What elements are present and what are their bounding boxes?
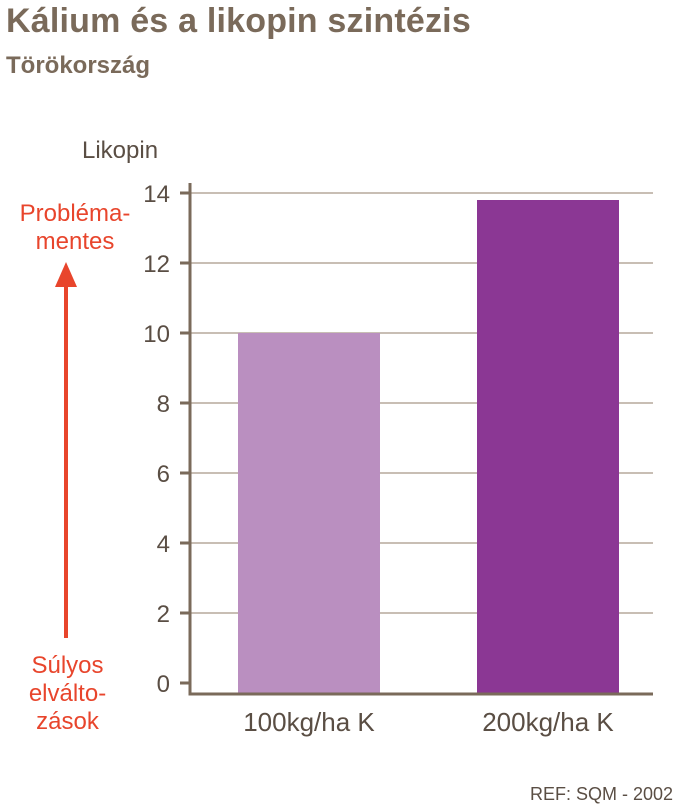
bar-2 bbox=[477, 200, 619, 694]
reference-note: REF: SQM - 2002 bbox=[529, 784, 673, 804]
x-category-labels: 100kg/ha K 200kg/ha K bbox=[243, 707, 614, 737]
severe-changes-label-line-3: zások bbox=[36, 708, 99, 735]
problem-free-label-line-2: mentes bbox=[35, 228, 115, 255]
bar-1 bbox=[238, 333, 380, 694]
severe-changes-label-line-1: Súlyos bbox=[31, 652, 104, 679]
quality-arrow bbox=[55, 262, 77, 638]
y-tick-label-4: 4 bbox=[157, 531, 170, 558]
y-axis-label: Likopin bbox=[82, 137, 159, 164]
y-tick-label-12: 12 bbox=[143, 251, 170, 278]
x-category-label-2: 200kg/ha K bbox=[482, 707, 614, 737]
y-tick-labels: 0 2 4 6 8 10 12 14 bbox=[143, 181, 170, 698]
problem-free-label: Probléma- mentes bbox=[0, 200, 150, 256]
y-tick-label-8: 8 bbox=[157, 391, 170, 418]
y-tick-label-6: 6 bbox=[157, 461, 170, 488]
severe-changes-label-line-2: elválto- bbox=[28, 680, 107, 707]
chart-title: Kálium és a likopin szintézis bbox=[6, 2, 471, 40]
y-tick-label-14: 14 bbox=[143, 181, 170, 208]
y-tick-label-10: 10 bbox=[143, 321, 170, 348]
y-tick-label-2: 2 bbox=[157, 601, 170, 628]
x-category-label-1: 100kg/ha K bbox=[243, 707, 375, 737]
axes bbox=[180, 183, 653, 696]
bars bbox=[238, 200, 619, 694]
problem-free-label-line-1: Probléma- bbox=[19, 200, 131, 227]
y-tick-label-0: 0 bbox=[157, 671, 170, 698]
quality-arrow-head bbox=[55, 262, 77, 287]
chart-subtitle: Törökország bbox=[6, 52, 151, 79]
severe-changes-label: Súlyos elválto- zások bbox=[0, 652, 135, 736]
